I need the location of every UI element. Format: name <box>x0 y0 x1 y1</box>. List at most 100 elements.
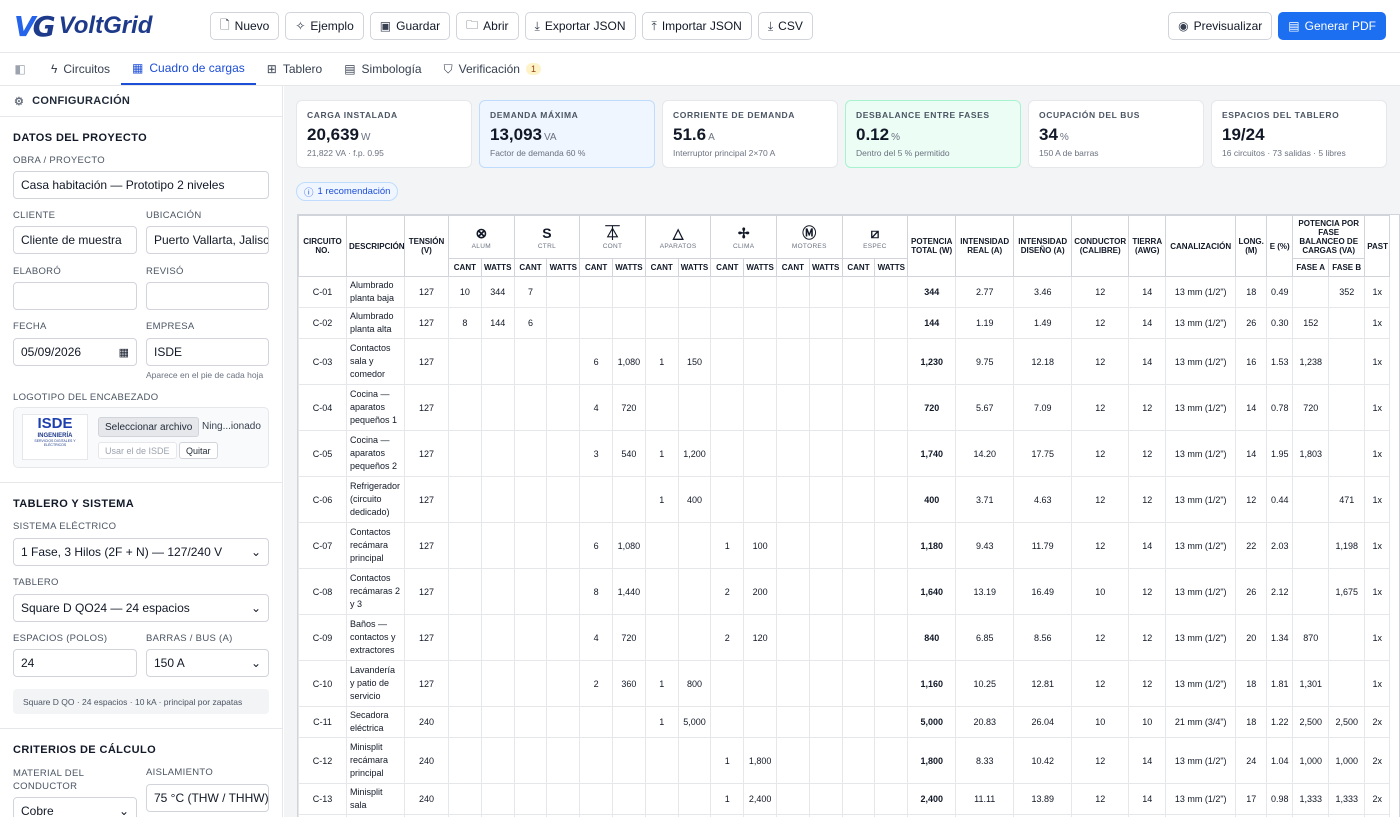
cant-cell <box>644 568 679 615</box>
table-row[interactable]: C-03 Contactos sala y comedor 127 6 1,080 1 15… <box>298 338 1391 385</box>
cant-cell: 3 <box>579 430 613 477</box>
watts-cell <box>743 307 777 339</box>
card-value: 51.6 <box>673 125 707 144</box>
table-row[interactable]: C-13 Minisplit sala 240 1 2,400 2,400 11.11 13.… <box>298 783 1391 815</box>
generate-pdf-button[interactable]: ▤ Generar PDF <box>1278 12 1386 40</box>
spaces-input[interactable]: 24 <box>13 649 137 677</box>
guardar-button[interactable]: ▣ Guardar <box>369 12 451 40</box>
voltage: 127 <box>404 476 449 523</box>
watts-cell <box>808 307 843 339</box>
card-value: 13,093 <box>490 125 542 144</box>
conductor-cell: 12 <box>1071 276 1130 308</box>
table-row[interactable]: C-08 Contactos recámaras 2 y 3 127 8 1,440 2 2… <box>298 568 1391 615</box>
watts-cell: 400 <box>677 476 712 523</box>
cliente-label: CLIENTE <box>13 210 56 221</box>
table-row[interactable]: C-04 Cocina — aparatos pequeños 1 127 4 720 7… <box>298 384 1391 431</box>
col-watts: WATTS <box>612 258 646 277</box>
reviso-input[interactable] <box>146 282 269 310</box>
watts-cell <box>677 783 712 815</box>
watts-cell <box>480 614 515 661</box>
nuevo-button[interactable]: 🗋 Nuevo <box>210 12 280 40</box>
table-row[interactable]: C-06 Refrigerador (circuito dedicado) 127 1… <box>298 476 1391 523</box>
idesign-cell: 13.89 <box>1013 783 1073 815</box>
card-value-row: 0.12% <box>856 125 1010 145</box>
table-row[interactable]: C-12 Minisplit recámara principal 240 1 1,80… <box>298 737 1391 784</box>
cant-cell <box>579 476 613 523</box>
tab-simbología[interactable]: ▤ Simbología <box>333 53 432 85</box>
cant-cell: 1 <box>644 706 679 738</box>
cant-cell <box>644 783 679 815</box>
calendar-icon[interactable]: ▦ <box>118 346 129 359</box>
collapse-sidebar-icon[interactable]: ◧ <box>14 62 26 76</box>
phase-a-cell: 870 <box>1292 614 1330 661</box>
phase-b-cell: 352 <box>1328 276 1366 308</box>
remove-logo-button[interactable]: Quitar <box>179 442 218 459</box>
obra-label: OBRA / PROYECTO <box>13 155 105 166</box>
idesign-cell: 4.63 <box>1013 476 1073 523</box>
material-select[interactable]: Cobre ⌄ <box>13 797 137 817</box>
importar-json-button[interactable]: ⤒ Importar JSON <box>641 12 752 40</box>
select-file-button[interactable]: Seleccionar archivo <box>98 417 200 437</box>
drop-cell: 0.30 <box>1266 307 1294 339</box>
group-label: CONT <box>602 242 623 250</box>
poles-cell: 2x <box>1364 706 1391 738</box>
table-row[interactable]: C-05 Cocina — aparatos pequeños 2 127 3 540 1… <box>298 430 1391 477</box>
table-row[interactable]: C-07 Contactos recámara principal 127 6 1,08… <box>298 522 1391 569</box>
watts-cell <box>677 522 712 569</box>
csv-button[interactable]: ⤓ CSV <box>757 12 813 40</box>
conduit-cell: 13 mm (1/2") <box>1165 384 1237 431</box>
conductor-cell: 12 <box>1071 430 1130 477</box>
power-cell: 1,800 <box>907 737 957 784</box>
preview-button[interactable]: ◉ Previsualizar <box>1168 12 1273 40</box>
bus-select[interactable]: 150 A ⌄ <box>146 649 269 677</box>
system-select[interactable]: 1 Fase, 3 Hilos (2F + N) — 127/240 V ⌄ <box>13 538 269 566</box>
circuit-description: Alumbrado planta alta <box>346 307 405 339</box>
use-isde-button[interactable]: Usar el de ISDE <box>98 442 177 459</box>
watts-cell <box>612 307 646 339</box>
table-row[interactable]: C-02 Alumbrado planta alta 127 8 144 6 144 1.19… <box>298 307 1391 339</box>
cant-cell <box>710 276 745 308</box>
obra-input[interactable]: Casa habitación — Prototipo 2 niveles <box>13 171 269 199</box>
col-group-alum: ⊗ ALUM <box>448 215 515 259</box>
toolbar: 🗋 Nuevo ✧ Ejemplo ▣ Guardar 🗀 Abrir ⤓ Exportar JS… <box>210 12 819 40</box>
file-icon: 🗋 <box>220 17 230 32</box>
voltage <box>404 814 449 817</box>
insulation-select[interactable]: 75 °C (THW / THHW)⌄ <box>146 784 269 812</box>
cliente-input[interactable]: Cliente de muestra <box>13 226 137 254</box>
eye-icon: ◉ <box>1178 19 1189 33</box>
table-row[interactable]: C-11 Secadora eléctrica 240 1 5,000 5,000 20.8… <box>298 706 1391 738</box>
phase-b-cell <box>1328 307 1366 339</box>
fecha-input[interactable]: 05/09/2026 ▦ <box>13 338 137 366</box>
drop-cell: 0.78 <box>1266 384 1294 431</box>
table-row[interactable]: C-09 Baños — contactos y extractores 127 4 7… <box>298 614 1391 661</box>
table-row[interactable]: Exterior, <box>298 814 1391 817</box>
sliders-icon: ⚙ <box>14 95 25 108</box>
length-cell: 18 <box>1235 706 1268 738</box>
table-row[interactable]: C-01 Alumbrado planta baja 127 10 344 7 344 2.7… <box>298 276 1391 308</box>
tab-tablero[interactable]: ⊞ Tablero <box>256 53 333 85</box>
card-value-row: 13,093 VA <box>490 125 644 145</box>
elaboro-input[interactable] <box>13 282 137 310</box>
panel-select[interactable]: Square D QO24 — 24 espacios ⌄ <box>13 594 269 622</box>
ubicacion-input[interactable]: Puerto Vallarta, Jalisco <box>146 226 269 254</box>
watts-cell: 1,440 <box>612 568 646 615</box>
watts-cell <box>743 384 777 431</box>
cant-cell <box>644 737 679 784</box>
table-row[interactable]: C-10 Lavandería y patio de servicio 127 2 36… <box>298 660 1391 707</box>
recommendation-badge[interactable]: ⓘ 1 recomendación <box>296 182 399 201</box>
tab-verificación[interactable]: ⛉ Verificación 1 <box>433 53 552 85</box>
ejemplo-button[interactable]: ✧ Ejemplo <box>285 12 364 40</box>
logo-preview: ISDE INGENIERÍA SERVICIOS DIGITALES Y EL… <box>22 414 88 460</box>
card-title: ESPACIOS DEL TABLERO <box>1222 110 1340 120</box>
shield-icon: ⛉ <box>443 61 453 76</box>
tab-circuitos[interactable]: ϟ Circuitos <box>40 53 121 85</box>
cant-cell <box>513 614 548 661</box>
tab-cuadro-de-cargas[interactable]: ▦ Cuadro de cargas <box>121 53 256 85</box>
empresa-input[interactable]: ISDE <box>146 338 269 366</box>
card-value: 19/24 <box>1222 125 1265 144</box>
abrir-button[interactable]: 🗀 Abrir <box>456 12 519 40</box>
exportar-json-button[interactable]: ⤓ Exportar JSON <box>524 12 636 40</box>
cant-cell: 10 <box>448 276 482 308</box>
conductor-cell: 12 <box>1071 476 1130 523</box>
cant-cell <box>448 706 482 738</box>
